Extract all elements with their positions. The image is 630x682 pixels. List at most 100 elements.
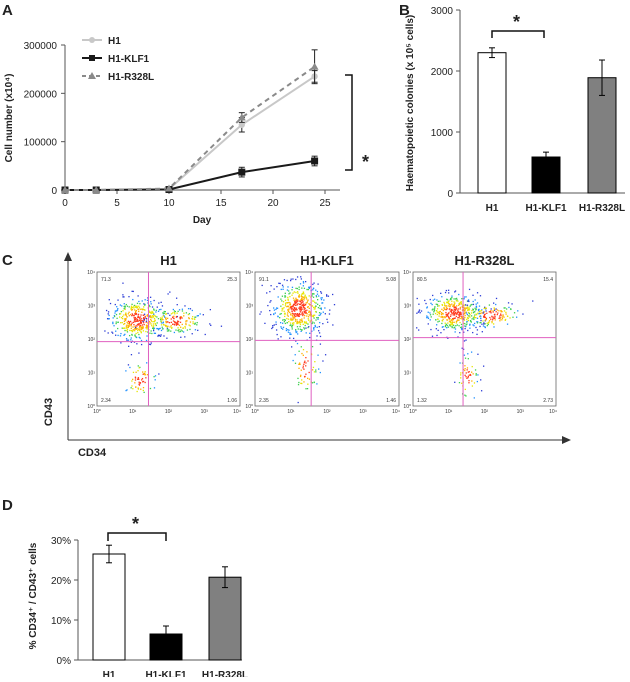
flow-event-dot — [302, 298, 304, 300]
flow-event-dot — [454, 306, 457, 308]
flow-event-dot — [418, 310, 420, 312]
flow-event-dot — [136, 320, 138, 322]
flow-event-dot — [119, 304, 122, 306]
flow-event-dot — [281, 310, 283, 312]
flow-event-dot — [320, 307, 322, 309]
flow-event-dot — [196, 321, 198, 324]
flow-event-dot — [145, 320, 148, 322]
flow-event-dot — [449, 325, 451, 327]
flow-event-dot — [297, 303, 299, 305]
flow-event-dot — [171, 326, 173, 329]
flow-event-dot — [442, 326, 444, 328]
flow-event-dot — [186, 329, 189, 331]
flow-event-dot — [311, 345, 314, 348]
cd34-cd43-bar-chart: % CD34⁺ / CD43⁺ cells 0%10%20%30%H1 H1-KL… — [28, 514, 248, 681]
flow-event-dot — [464, 367, 466, 370]
flow-event-dot — [162, 315, 165, 317]
flow-event-dot — [197, 315, 199, 317]
flow-event-dot — [123, 327, 126, 329]
flow-event-dot — [298, 286, 300, 288]
flow-event-dot — [137, 329, 139, 332]
flow-event-dot — [459, 313, 462, 316]
flow-event-dot — [458, 315, 461, 317]
flow-event-dot — [131, 330, 134, 333]
flow-event-dot — [453, 303, 456, 305]
flow-event-dot — [316, 326, 318, 328]
flow-event-dot — [502, 314, 504, 316]
flow-event-dot — [287, 309, 289, 311]
flow-event-dot — [302, 291, 305, 294]
flow-event-dot — [501, 317, 504, 320]
flow-event-dot — [446, 302, 448, 304]
flow-event-dot — [454, 298, 457, 300]
flow-event-dot — [156, 306, 158, 308]
flow-event-dot — [173, 331, 176, 334]
flow-event-dot — [494, 319, 496, 321]
flow-event-dot — [305, 332, 307, 334]
flow-event-dot — [491, 316, 493, 318]
flow-event-dot — [475, 316, 477, 319]
flow-event-dot — [471, 303, 473, 306]
flow-event-dot — [484, 326, 486, 328]
flow-event-dot — [298, 307, 300, 309]
flow-event-dot — [185, 312, 188, 314]
flow-event-dot — [451, 295, 453, 297]
flow-event-dot — [313, 371, 316, 373]
flow-event-dot — [153, 309, 155, 311]
flow-event-dot — [153, 308, 155, 310]
flow-event-dot — [125, 318, 127, 320]
flow-event-dot — [130, 339, 132, 341]
flow-event-dot — [304, 311, 306, 314]
flow-event-dot — [430, 302, 432, 304]
flow-event-dot — [267, 304, 269, 307]
flow-event-dot — [133, 304, 136, 307]
flow-event-dot — [138, 308, 140, 311]
flow-event-dot — [475, 306, 478, 308]
flow-event-dot — [128, 306, 130, 308]
flow-event-dot — [289, 305, 292, 308]
flow-event-dot — [485, 310, 487, 312]
flow-event-dot — [129, 320, 132, 323]
quadrant-value-lr-h1-klf1: 1.46 — [386, 398, 396, 404]
flow-event-dot — [125, 327, 128, 329]
flow-event-dot — [295, 291, 297, 294]
flow-event-dot — [307, 305, 309, 308]
flow-event-dot — [209, 323, 211, 325]
flow-event-dot — [291, 286, 294, 288]
flow-event-dot — [124, 329, 126, 332]
flow-event-dot — [504, 318, 507, 321]
flow-event-dot — [122, 310, 124, 312]
flow-event-dot — [522, 313, 524, 315]
flow-event-dot — [281, 284, 284, 286]
flow-event-dot — [313, 293, 315, 295]
flow-event-dot — [490, 312, 492, 314]
flow-event-dot — [441, 308, 443, 311]
flow-event-dot — [276, 286, 278, 288]
flow-event-dot — [126, 329, 128, 332]
flow-event-dot — [137, 370, 139, 372]
flow-event-dot — [452, 312, 455, 314]
flow-event-dot — [300, 309, 302, 311]
flow-event-dot — [440, 292, 442, 295]
flow-event-dot — [458, 304, 460, 306]
flow-event-dot — [138, 307, 141, 309]
quadrant-value-ur-h1-klf1: 5.08 — [386, 277, 396, 283]
flow-event-dot — [505, 308, 508, 310]
flow-event-dot — [468, 315, 470, 317]
flow-event-dot — [129, 329, 131, 332]
flow-event-dot — [465, 395, 467, 397]
flow-event-dot — [501, 319, 503, 321]
flow-event-dot — [293, 304, 296, 306]
flow-event-dot — [318, 332, 321, 334]
flow-event-dot — [122, 282, 124, 284]
flow-event-dot — [469, 327, 471, 329]
flow-y-tick-h1-r328l: 10¹ — [404, 371, 412, 377]
flow-event-dot — [135, 336, 138, 339]
flow-event-dot — [306, 300, 309, 302]
flow-event-dot — [450, 298, 452, 300]
flow-event-dot — [108, 299, 110, 301]
flow-event-dot — [429, 314, 432, 316]
flow-event-dot — [136, 323, 139, 326]
flow-event-dot — [142, 389, 144, 392]
